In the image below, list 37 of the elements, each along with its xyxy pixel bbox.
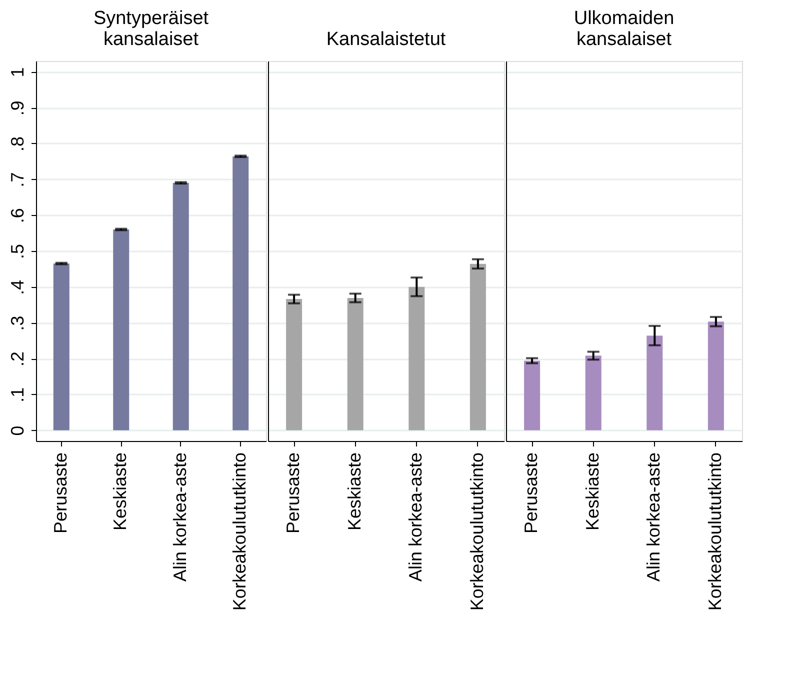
chart-title: Kansalaistetut [326, 29, 446, 50]
y-tick-label: .6 [8, 208, 28, 224]
bar [286, 299, 302, 430]
x-tick-label: Alin korkea-aste [644, 452, 664, 582]
x-tick-label: Perusaste [283, 452, 304, 534]
y-tick-label: .2 [8, 352, 28, 367]
y-tick-label: .7 [8, 172, 28, 188]
chart-title: Ulkomaiden kansalaiset [574, 8, 674, 50]
bar [113, 229, 130, 430]
bar [232, 156, 249, 430]
x-tick-label: Korkeakoulututkinto [230, 452, 250, 611]
x-tick-label: Perusaste [521, 452, 542, 534]
y-tick-label: .4 [8, 280, 28, 295]
x-tick-label: Alin korkea-aste [170, 452, 190, 582]
y-tick-label: .9 [8, 100, 28, 116]
y-tick-label: 0 [8, 426, 28, 436]
x-tick-label: Keskiaste [582, 452, 602, 531]
bar [646, 336, 663, 430]
chart-title: Syntyperäiset kansalaiset [93, 8, 210, 50]
y-tick-label: .3 [8, 316, 28, 331]
x-tick-label: Keskiaste [110, 452, 130, 531]
bar [347, 298, 364, 430]
y-tick-label: .1 [8, 387, 28, 402]
bar [708, 322, 724, 430]
x-tick-label: Korkeakoulututkinto [466, 452, 487, 611]
bar [172, 182, 189, 430]
x-tick-label: Korkeakoulututkinto [704, 452, 725, 611]
bar [53, 264, 70, 430]
y-tick-label: .5 [8, 244, 28, 260]
bar [585, 356, 602, 430]
x-tick-label: Perusaste [50, 452, 70, 534]
y-tick-label: .8 [8, 136, 28, 152]
y-tick-label: 1 [8, 67, 28, 78]
x-tick-label: Alin korkea-aste [406, 452, 426, 582]
x-tick-label: Keskiaste [344, 452, 364, 531]
bar [470, 264, 486, 430]
bar [408, 286, 425, 430]
